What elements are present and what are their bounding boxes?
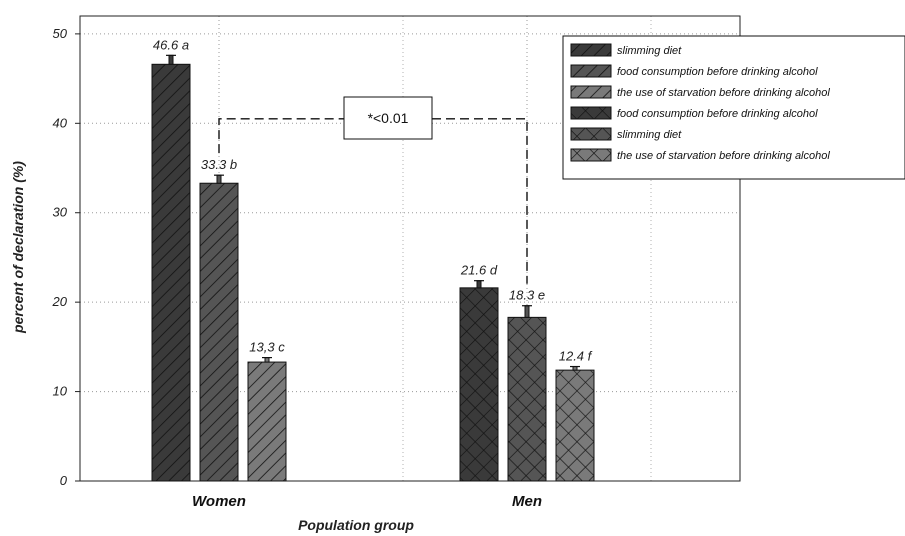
y-tick-label: 20 — [52, 294, 68, 309]
legend-label: slimming diet — [617, 45, 682, 57]
legend-label: the use of starvation before drinking al… — [617, 150, 830, 162]
bars: 46.6 a 33.3 b 13,3 c 21.6 d 18.3 e 12.4 f — [151, 37, 595, 482]
bar-pattern — [152, 64, 190, 482]
data-label: 46.6 a — [153, 37, 189, 52]
legend-swatch-pattern — [571, 107, 611, 119]
y-tick-label: 0 — [60, 473, 68, 488]
significance-annotation: *<0.01 — [218, 96, 528, 284]
y-tick-label: 10 — [53, 384, 68, 399]
error-bar — [524, 305, 530, 318]
x-axis-title: Population group — [298, 517, 414, 533]
bracket-left — [218, 118, 344, 154]
data-label: 18.3 e — [509, 288, 545, 303]
plot-frame — [79, 15, 741, 482]
legend-label: food consumption before drinking alcohol — [617, 66, 818, 78]
error-bar — [168, 54, 174, 65]
data-label: 21.6 d — [460, 263, 498, 278]
error-bar — [216, 174, 222, 184]
legend-swatch-pattern — [571, 65, 611, 77]
y-tick-label: 50 — [53, 26, 68, 41]
y-tick-label: 40 — [53, 115, 68, 130]
legend-box — [562, 35, 905, 180]
bar-pattern — [248, 362, 286, 481]
legend-label: the use of starvation before drinking al… — [617, 87, 830, 99]
data-label: 33.3 b — [201, 157, 237, 172]
y-axis-title: percent of declaration (%) — [10, 161, 26, 334]
significance-box — [343, 96, 433, 140]
legend-label: food consumption before drinking alcohol — [617, 108, 818, 120]
x-category-label-women: Women — [192, 493, 246, 510]
y-axis-ticks: 0 10 20 30 40 50 — [52, 26, 80, 488]
legend: slimming diet food consumption before dri… — [562, 35, 905, 180]
error-bar — [476, 280, 482, 289]
legend-swatch-pattern — [571, 86, 611, 98]
bar-pattern — [508, 317, 546, 481]
legend-swatch-pattern — [571, 128, 611, 140]
bar-pattern — [460, 287, 498, 481]
bar-pattern — [200, 183, 238, 481]
legend-label: slimming diet — [617, 129, 682, 141]
x-category-label-men: Men — [512, 493, 542, 510]
significance-label: *<0.01 — [368, 110, 409, 126]
bar-pattern — [556, 370, 594, 481]
legend-swatch-pattern — [571, 149, 611, 161]
y-tick-label: 30 — [53, 205, 68, 220]
data-label: 13,3 c — [249, 340, 285, 355]
error-bar — [264, 357, 270, 363]
bracket-right — [432, 118, 528, 284]
legend-swatch-pattern — [571, 44, 611, 56]
data-label: 12.4 f — [559, 349, 593, 364]
